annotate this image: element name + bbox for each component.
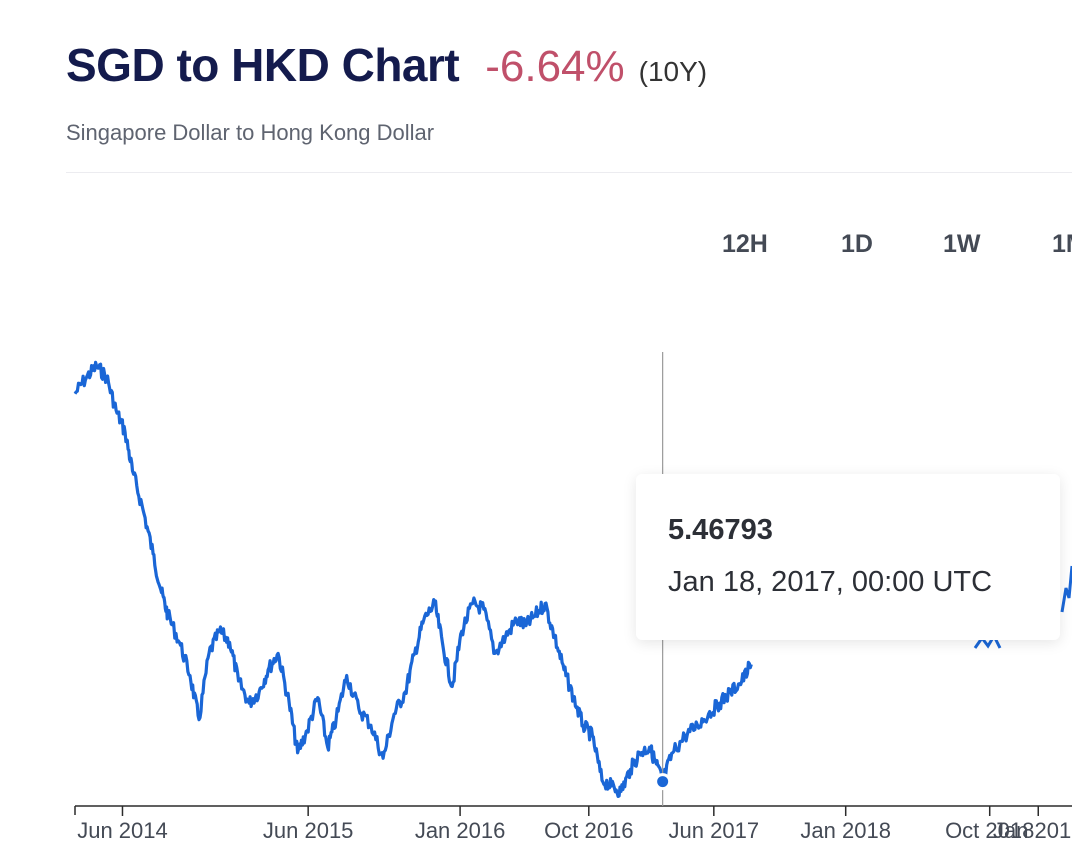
x-tick-label: Oct 2018 — [945, 818, 1034, 843]
percent-change: -6.64% — [485, 42, 625, 91]
header-divider — [66, 172, 1072, 173]
x-tick-label: Jan 2019 — [993, 818, 1072, 843]
page-title: SGD to HKD Chart — [66, 39, 460, 91]
x-axis: Jun 2014 Jun 2015 Jan 2016 Oct 2016 Jun 2017… — [74, 805, 1072, 843]
x-tick-label: Oct 2016 — [544, 818, 633, 843]
period-label: (10Y) — [638, 56, 708, 87]
x-tick-label: Jun 2014 — [77, 818, 168, 843]
series-layer — [73, 360, 1072, 798]
tab-1d[interactable]: 1D — [841, 230, 873, 258]
x-tick-label: Jan 2016 — [415, 818, 506, 843]
x-tick-label: Jan 2018 — [800, 818, 891, 843]
tooltip-date: Jan 18, 2017, 00:00 UTC — [668, 566, 993, 598]
hover-marker — [654, 773, 672, 791]
series-fragment — [973, 632, 1002, 649]
series-line — [73, 360, 753, 798]
x-tick-label: Jun 2015 — [263, 818, 354, 843]
range-tabs: 12H 1D 1W 1M — [0, 230, 1072, 264]
tab-12h[interactable]: 12H — [722, 230, 768, 258]
tooltip: 5.46793 Jan 18, 2017, 00:00 UTC — [636, 474, 1060, 640]
page-subtitle: Singapore Dollar to Hong Kong Dollar — [66, 120, 435, 145]
chart-header: SGD to HKD Chart -6.64% (10Y) — [66, 38, 707, 92]
tab-1w[interactable]: 1W — [943, 230, 981, 258]
series-fragment — [1060, 565, 1072, 613]
tab-1m[interactable]: 1M — [1052, 230, 1072, 258]
x-tick-label: Jun 2017 — [669, 818, 760, 843]
tooltip-value: 5.46793 — [668, 514, 773, 546]
